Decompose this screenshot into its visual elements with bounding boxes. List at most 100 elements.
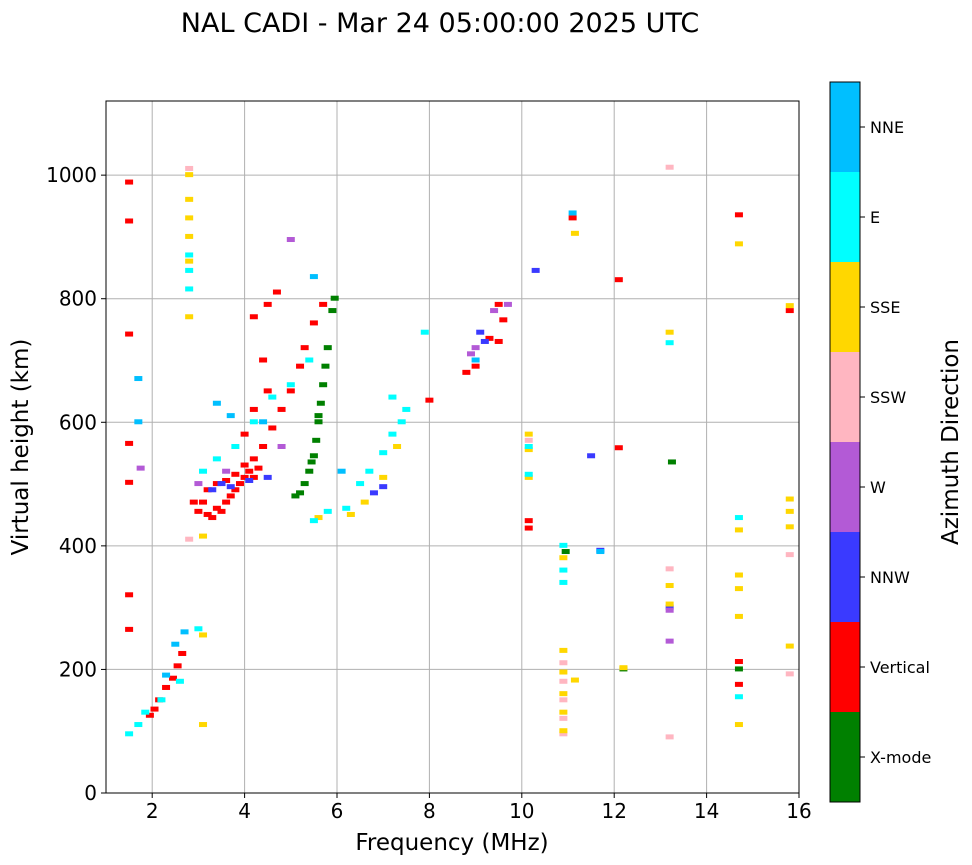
data-point-vertical xyxy=(125,592,134,598)
x-tick-label: 10 xyxy=(509,799,534,823)
data-point-nnw xyxy=(369,490,378,496)
data-point-nne xyxy=(180,629,189,635)
data-point-w xyxy=(286,237,295,243)
data-point-sse xyxy=(785,508,794,514)
data-point-sse xyxy=(185,233,194,239)
data-point-e xyxy=(185,286,194,292)
data-point-nnw xyxy=(208,487,217,493)
data-point-vertical xyxy=(249,474,258,480)
data-point-ssw xyxy=(665,164,674,170)
data-point-e xyxy=(185,252,194,258)
data-point-nne xyxy=(471,357,480,363)
x-tick-label: 16 xyxy=(786,799,811,823)
data-point-nne xyxy=(596,549,605,555)
data-point-e xyxy=(141,709,150,715)
data-point-e xyxy=(734,515,743,521)
data-point-vertical xyxy=(471,363,480,369)
y-tick-label: 800 xyxy=(59,287,97,311)
data-point-e xyxy=(323,508,332,514)
data-point-vertical xyxy=(240,431,249,437)
data-point-w xyxy=(277,444,286,449)
data-point-sse xyxy=(570,677,579,683)
data-point-x-mode xyxy=(309,453,318,459)
data-point-sse xyxy=(185,314,194,320)
data-point-x-mode xyxy=(316,400,325,406)
data-point-sse xyxy=(185,172,194,178)
data-point-e xyxy=(175,678,184,684)
data-point-sse xyxy=(199,722,208,728)
data-point-vertical xyxy=(249,314,258,320)
data-point-vertical xyxy=(494,301,503,307)
data-point-x-mode xyxy=(734,666,743,672)
data-point-vertical xyxy=(263,388,272,394)
colorbar-label: W xyxy=(870,478,886,497)
data-point-vertical xyxy=(249,456,258,462)
colorbar-label: NNW xyxy=(870,568,910,587)
data-point-e xyxy=(402,406,411,412)
data-point-e xyxy=(249,419,258,425)
data-point-x-mode xyxy=(561,549,570,555)
data-point-e xyxy=(157,697,166,703)
data-point-vertical xyxy=(125,479,134,485)
colorbar-segment xyxy=(830,352,860,442)
data-point-vertical xyxy=(194,508,203,514)
data-point-nnw xyxy=(476,329,485,335)
data-point-w xyxy=(466,351,475,357)
data-point-sse xyxy=(524,447,533,453)
x-tick-label: 8 xyxy=(423,799,436,823)
data-point-vertical xyxy=(734,212,743,218)
data-point-sse xyxy=(524,431,533,437)
data-point-nne xyxy=(259,419,268,425)
data-point-nne xyxy=(226,413,235,419)
y-tick-label: 600 xyxy=(59,410,97,434)
data-point-e xyxy=(356,481,365,487)
data-point-sse xyxy=(559,709,568,715)
data-point-vertical xyxy=(524,518,533,524)
data-point-sse xyxy=(665,601,674,607)
x-tick-label: 6 xyxy=(331,799,344,823)
data-point-vertical xyxy=(245,468,254,474)
data-point-vertical xyxy=(240,462,249,468)
data-point-vertical xyxy=(212,505,221,511)
data-point-nnw xyxy=(531,267,540,273)
data-point-x-mode xyxy=(323,345,332,351)
chart-title: NAL CADI - Mar 24 05:00:00 2025 UTC xyxy=(181,8,699,39)
data-point-w xyxy=(665,607,674,613)
data-point-x-mode xyxy=(307,459,316,465)
data-point-e xyxy=(559,579,568,585)
data-point-ssw xyxy=(559,697,568,703)
data-point-x-mode xyxy=(312,437,321,443)
data-point-sse xyxy=(734,613,743,619)
data-point-w xyxy=(490,308,499,314)
data-point-sse xyxy=(734,527,743,533)
data-point-vertical xyxy=(268,425,277,431)
data-point-sse xyxy=(185,215,194,221)
colorbar-segment xyxy=(830,262,860,352)
data-point-x-mode xyxy=(314,413,323,419)
data-point-x-mode xyxy=(319,382,328,388)
data-point-sse xyxy=(734,241,743,247)
data-point-ssw xyxy=(185,536,194,542)
data-point-nnw xyxy=(263,474,272,480)
data-point-e xyxy=(305,357,314,363)
data-point-w xyxy=(665,638,674,644)
data-point-vertical xyxy=(240,474,249,480)
data-point-sse xyxy=(393,444,402,449)
data-point-vertical xyxy=(235,481,244,487)
data-point-vertical xyxy=(162,684,171,690)
data-point-x-mode xyxy=(300,481,309,487)
data-point-nne xyxy=(568,210,577,216)
data-point-sse xyxy=(559,691,568,697)
data-point-x-mode xyxy=(291,493,300,499)
data-point-vertical xyxy=(272,289,281,295)
data-point-e xyxy=(342,505,351,511)
data-point-vertical xyxy=(231,471,240,477)
data-point-x-mode xyxy=(667,459,676,465)
data-point-vertical xyxy=(199,499,208,505)
axis-ticks: 2 4 6 8 10 12 14 16 0 200 400 600 800 1000 xyxy=(46,163,812,823)
data-point-vertical xyxy=(734,659,743,665)
colorbar-segment xyxy=(830,712,860,802)
data-point-e xyxy=(524,471,533,477)
y-tick-label: 1000 xyxy=(46,163,97,187)
data-point-vertical xyxy=(614,445,623,451)
